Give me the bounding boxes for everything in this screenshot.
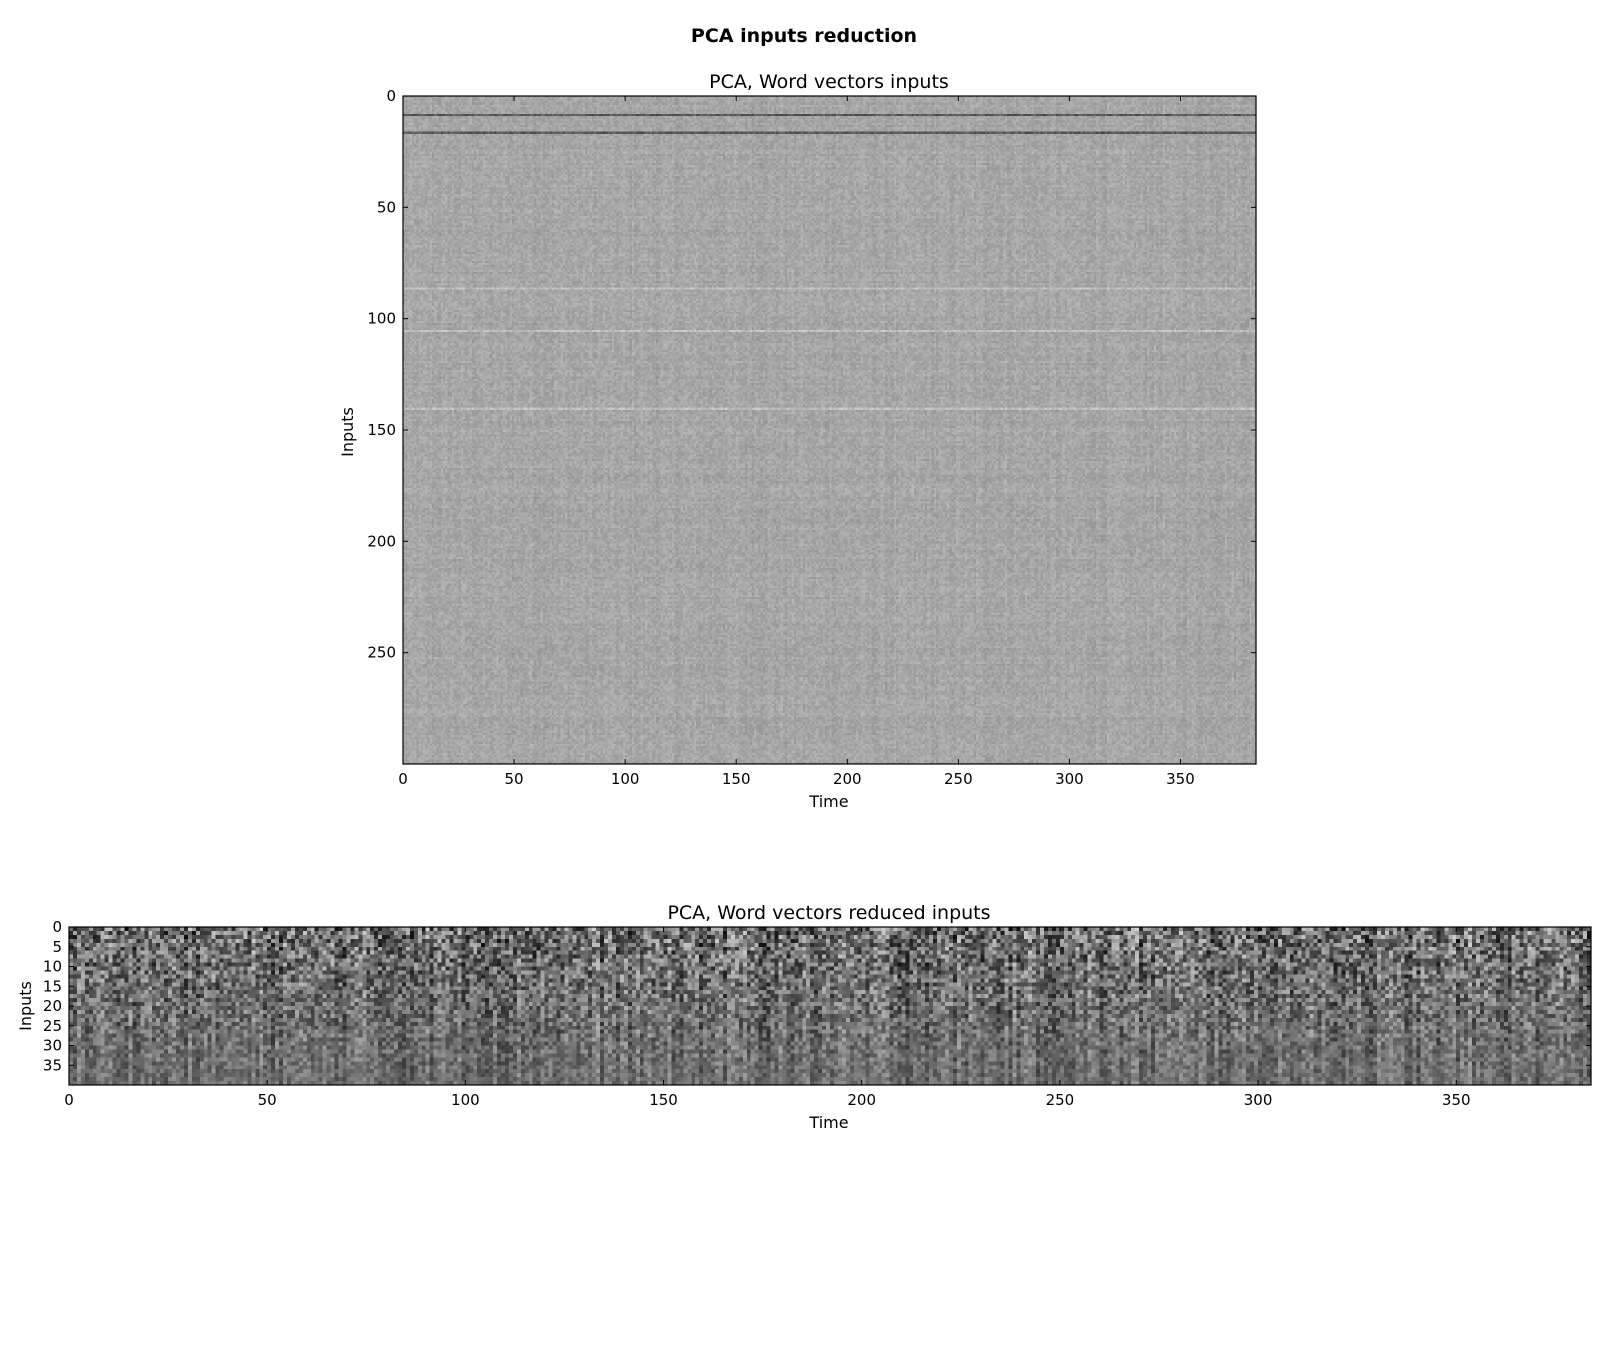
heatmap-image — [69, 927, 1591, 1085]
chart-title: PCA, Word vectors inputs — [709, 71, 949, 93]
heatmap-image — [403, 96, 1256, 764]
y-tick-label: 50 — [377, 198, 396, 216]
x-tick-label: 350 — [1442, 1091, 1471, 1109]
chart-title: PCA, Word vectors reduced inputs — [667, 902, 990, 924]
y-tick-label: 100 — [367, 310, 396, 328]
y-tick-label: 35 — [43, 1056, 62, 1074]
x-tick-label: 300 — [1055, 770, 1084, 788]
y-axis-label: Inputs — [338, 407, 357, 457]
y-tick-label: 25 — [43, 1017, 62, 1035]
y-tick-label: 20 — [43, 997, 62, 1015]
y-tick-label: 0 — [52, 918, 62, 936]
x-tick-label: 350 — [1166, 770, 1195, 788]
y-tick-label: 200 — [367, 532, 396, 550]
y-tick-label: 150 — [367, 421, 396, 439]
axis-ticks: 0 50 100 150 200 250 300 350 0 50 100 150 200 250 — [367, 87, 1256, 788]
x-tick-label: 300 — [1244, 1091, 1273, 1109]
x-tick-label: 200 — [847, 1091, 876, 1109]
y-tick-label: 15 — [43, 977, 62, 995]
x-tick-label: 150 — [649, 1091, 678, 1109]
heatmap-panel-word-vectors-inputs: PCA, Word vectors inputs Inputs Time 0 50… — [338, 71, 1257, 811]
x-tick-label: 150 — [722, 770, 751, 788]
y-tick-label: 5 — [52, 938, 62, 956]
x-tick-label: 100 — [611, 770, 640, 788]
x-tick-label: 50 — [505, 770, 524, 788]
y-tick-label: 30 — [43, 1037, 62, 1055]
x-tick-label: 0 — [64, 1091, 74, 1109]
x-tick-label: 100 — [451, 1091, 480, 1109]
x-axis-label: Time — [808, 1113, 848, 1132]
x-tick-label: 250 — [944, 770, 973, 788]
y-tick-label: 10 — [43, 958, 62, 976]
x-tick-label: 250 — [1046, 1091, 1075, 1109]
y-tick-label: 0 — [386, 87, 396, 105]
figure-suptitle: PCA inputs reduction — [691, 25, 917, 47]
x-axis-label: Time — [808, 792, 848, 811]
x-tick-label: 0 — [398, 770, 408, 788]
x-tick-label: 50 — [258, 1091, 277, 1109]
y-tick-label: 250 — [367, 644, 396, 662]
x-tick-label: 200 — [833, 770, 862, 788]
y-axis-label: Inputs — [16, 981, 35, 1031]
heatmap-panel-word-vectors-reduced-inputs: PCA, Word vectors reduced inputs Inputs … — [16, 902, 1592, 1132]
